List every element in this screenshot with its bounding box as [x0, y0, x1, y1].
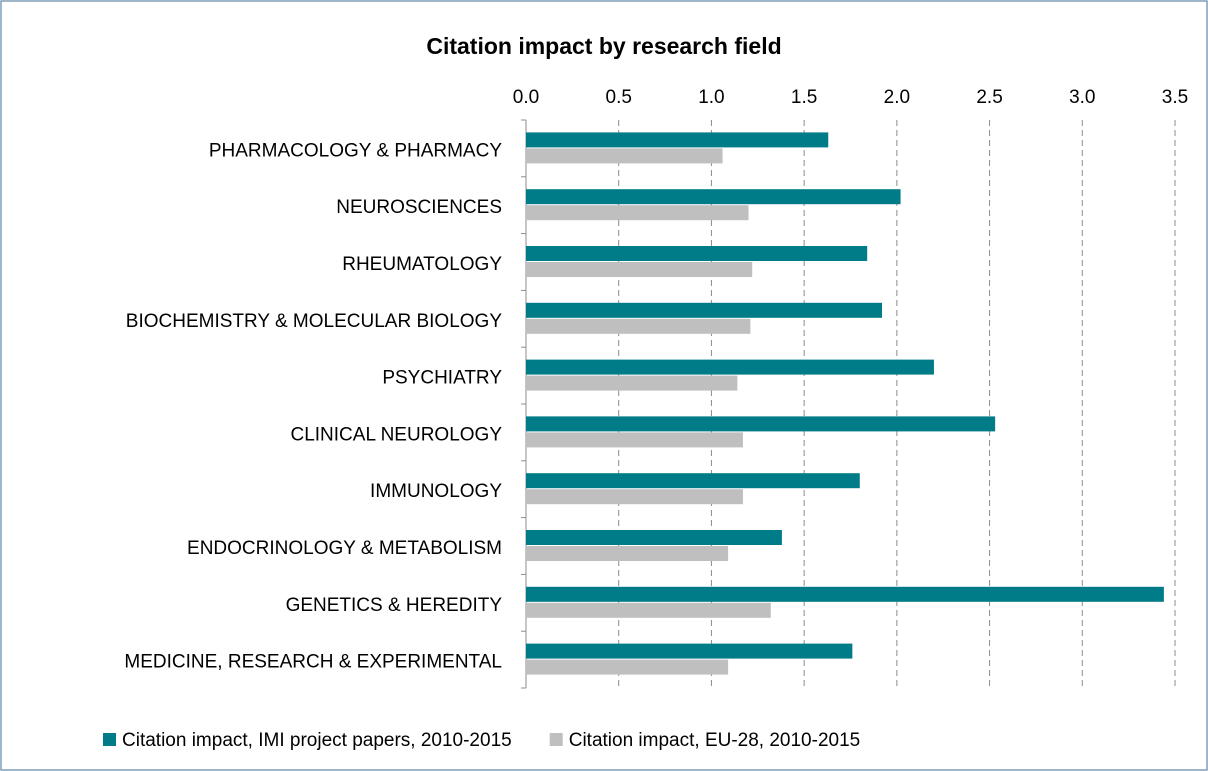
y-tick-label: GENETICS & HEREDITY	[286, 595, 503, 616]
y-tick-label: MEDICINE, RESEARCH & EXPERIMENTAL	[124, 652, 502, 673]
x-tick-label: 3.5	[1162, 87, 1188, 108]
bar	[526, 489, 743, 505]
x-tick-label: 1.0	[698, 87, 724, 108]
bar	[526, 643, 853, 659]
bar	[526, 602, 771, 618]
y-tick-label: PHARMACOLOGY & PHARMACY	[209, 140, 502, 161]
x-tick-label: 0.0	[513, 87, 539, 108]
bar	[526, 659, 729, 675]
bar	[526, 262, 753, 277]
legend-swatch	[549, 733, 563, 746]
bar	[526, 132, 829, 148]
bar	[526, 530, 782, 545]
y-tick-label: BIOCHEMISTRY & MOLECULAR BIOLOGY	[126, 311, 503, 332]
y-tick-label: RHEUMATOLOGY	[342, 254, 502, 275]
bar	[526, 302, 883, 318]
x-tick-label: 2.0	[884, 87, 910, 108]
x-tick-label: 0.5	[606, 87, 632, 108]
y-tick-label: IMMUNOLOGY	[370, 481, 502, 502]
y-tick-label: CLINICAL NEUROLOGY	[290, 424, 502, 445]
chart-title: Citation impact by research field	[426, 33, 781, 59]
bar	[526, 432, 743, 448]
bar	[526, 318, 751, 334]
bar	[526, 205, 749, 221]
x-tick-label: 1.5	[791, 87, 817, 108]
x-tick-label: 3.0	[1069, 87, 1095, 108]
y-tick-label: ENDOCRINOLOGY & METABOLISM	[187, 538, 502, 559]
bar	[526, 586, 1164, 602]
legend-label: Citation impact, IMI project papers, 201…	[122, 730, 512, 751]
legend-label: Citation impact, EU-28, 2010-2015	[569, 730, 861, 751]
y-tick-label: PSYCHIATRY	[382, 368, 502, 389]
bar	[526, 148, 723, 164]
bar	[526, 546, 729, 561]
bar	[526, 189, 901, 205]
y-tick-label: NEUROSCIENCES	[336, 197, 502, 218]
x-tick-label: 2.5	[976, 87, 1002, 108]
bar	[526, 473, 860, 489]
legend-swatch	[103, 733, 116, 746]
bar	[526, 375, 738, 391]
bar	[526, 416, 996, 432]
bar	[526, 246, 868, 261]
bar	[526, 359, 934, 375]
